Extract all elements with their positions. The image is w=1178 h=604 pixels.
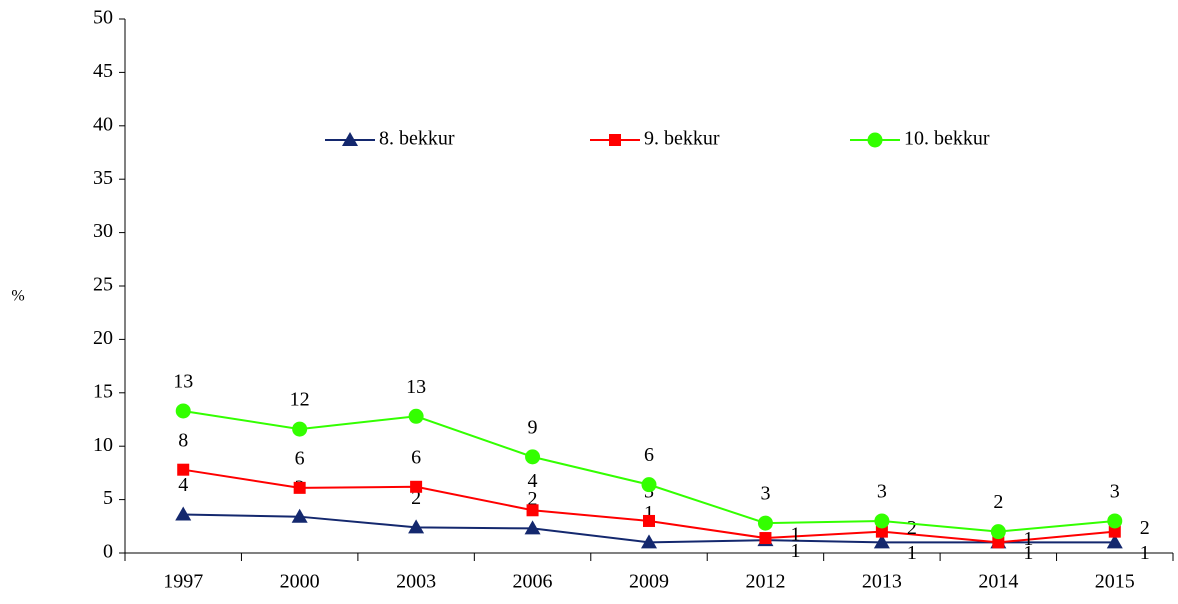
x-tick-label: 2015 [1095,571,1135,593]
data-label: 1 [907,542,917,564]
marker [1108,525,1121,538]
data-label: 4 [528,470,538,492]
marker [342,132,358,146]
y-tick-label: 35 [93,167,113,189]
data-label: 1 [790,540,800,562]
x-tick-label: 2009 [629,571,669,593]
data-label: 4 [178,474,188,496]
y-tick-label: 25 [93,274,113,296]
marker [291,508,308,523]
data-label: 3 [877,481,887,503]
marker [408,408,424,424]
marker [292,421,308,437]
x-tick-label: 1997 [163,571,203,593]
data-label: 8 [178,429,188,451]
y-tick-label: 20 [93,327,113,349]
marker [990,524,1006,540]
marker [524,520,541,535]
marker [875,525,888,538]
legend-label: 10. bekkur [904,128,990,150]
y-tick-label: 10 [93,434,113,456]
x-tick-label: 2012 [745,571,785,593]
marker [867,132,883,148]
data-label: 1 [790,524,800,546]
marker [526,504,539,517]
x-tick-label: 2006 [513,571,553,593]
marker [641,477,657,493]
legend-label: 8. bekkur [379,128,455,150]
data-label: 12 [290,389,310,411]
data-label: 6 [411,446,421,468]
marker [175,403,191,419]
marker [525,449,541,465]
marker [410,480,423,493]
marker [641,534,657,549]
data-label: 2 [1140,517,1150,539]
marker [643,514,655,527]
legend-label: 9. bekkur [644,128,720,150]
data-label: 6 [295,447,305,469]
y-tick-label: 0 [103,541,113,563]
x-tick-label: 2013 [862,571,902,593]
y-tick-label: 45 [93,60,113,82]
data-label: 6 [644,444,654,466]
data-label: 2 [907,517,917,539]
x-tick-label: 2014 [978,571,1018,593]
data-label: 2 [411,487,421,509]
data-label: 1 [1140,542,1150,564]
marker [609,134,621,146]
x-tick-label: 2003 [396,571,436,593]
marker [992,536,1005,549]
data-label: 9 [528,416,538,438]
data-label: 13 [173,371,193,393]
marker [1107,513,1123,529]
y-tick-label: 15 [93,380,113,402]
data-label: 2 [993,491,1003,513]
marker [408,519,425,534]
data-label: 3 [760,483,770,505]
data-label: 13 [406,376,426,398]
marker [1106,534,1123,549]
marker [759,532,772,545]
y-axis-label: % [11,288,24,305]
marker [293,481,306,494]
marker [757,515,773,531]
data-label: 3 [1110,481,1120,503]
y-tick-label: 40 [93,113,113,135]
y-tick-label: 30 [93,220,113,242]
data-label: 1 [1023,528,1033,550]
data-label: 1 [1023,542,1033,564]
marker [873,534,890,549]
y-tick-label: 5 [103,487,113,509]
marker [874,513,890,529]
marker [177,463,190,476]
marker [175,506,192,521]
x-tick-label: 2000 [280,571,320,593]
data-label: 1 [644,502,654,524]
y-tick-label: 50 [93,7,113,29]
data-label: 2 [528,488,538,510]
